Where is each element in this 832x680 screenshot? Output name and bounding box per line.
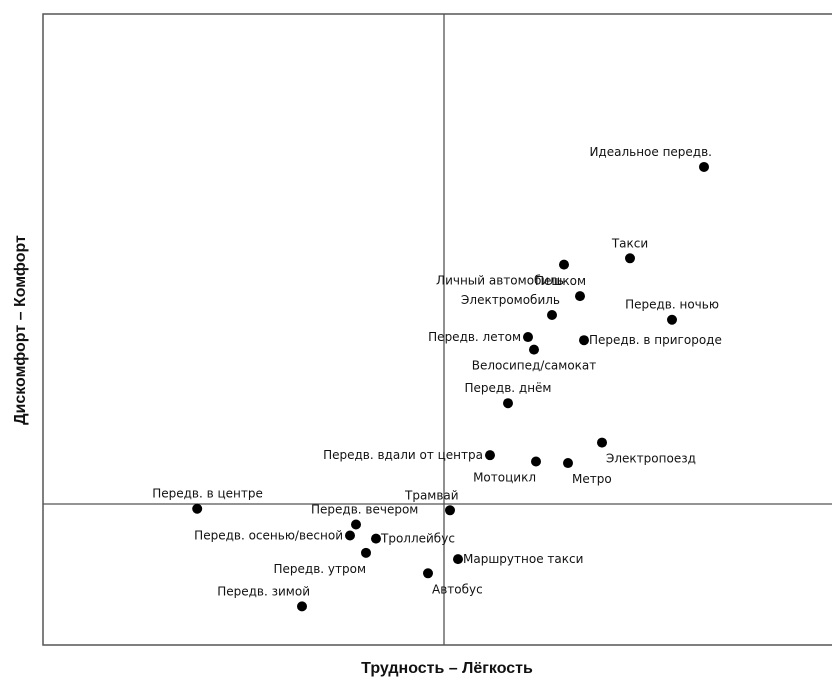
point-label: Мотоцикл — [473, 470, 536, 484]
data-point — [575, 291, 585, 302]
point-label: Передв. днём — [465, 381, 552, 395]
data-point — [625, 253, 635, 264]
point-label: Передв. осенью/весной — [194, 529, 343, 543]
point-label: Электропоезд — [606, 452, 696, 466]
point-label: Троллейбус — [380, 532, 455, 546]
point-label: Передв. утром — [273, 562, 366, 576]
data-point — [699, 161, 709, 172]
data-point — [531, 456, 541, 467]
x-axis-title: Трудность – Лёгкость — [361, 660, 533, 677]
point-label: Передв. вдали от центра — [323, 448, 483, 462]
point-label: Пешком — [535, 274, 586, 288]
data-point — [192, 503, 203, 514]
data-point — [667, 314, 677, 325]
data-points — [192, 161, 709, 612]
point-label: Передв. в центре — [152, 487, 263, 501]
data-point — [297, 601, 307, 612]
data-point — [485, 450, 495, 461]
data-point — [547, 310, 557, 320]
point-label: Маршрутное такси — [463, 552, 583, 566]
point-label: Метро — [572, 472, 612, 486]
point-label: Передв. зимой — [217, 584, 310, 598]
data-point — [361, 547, 371, 558]
data-point — [453, 554, 463, 565]
data-point — [597, 437, 607, 448]
point-label: Идеальное передв. — [589, 145, 712, 159]
data-point — [445, 505, 455, 516]
point-label: Велосипед/самокат — [472, 359, 597, 373]
point-label: Такси — [611, 236, 648, 250]
point-label: Трамвай — [404, 488, 459, 502]
data-point — [371, 533, 381, 544]
data-point — [523, 332, 533, 343]
data-point — [529, 344, 539, 355]
data-point — [423, 568, 433, 579]
data-point — [351, 519, 361, 530]
data-point — [563, 458, 573, 469]
point-label: Электромобиль — [461, 293, 560, 307]
data-point — [579, 335, 589, 346]
y-axis-title: Дискомфорт – Комфорт — [12, 235, 29, 425]
reference-lines — [43, 14, 832, 645]
point-label: Передв. ночью — [625, 298, 719, 312]
point-label: Личный автомобиль — [436, 274, 564, 288]
point-label: Автобус — [432, 582, 483, 596]
point-label: Передв. вечером — [311, 502, 418, 516]
point-label: Передв. в пригороде — [589, 333, 722, 347]
data-point — [345, 530, 355, 541]
point-label: Передв. летом — [428, 330, 521, 344]
data-point — [559, 259, 569, 270]
data-point — [503, 398, 513, 409]
